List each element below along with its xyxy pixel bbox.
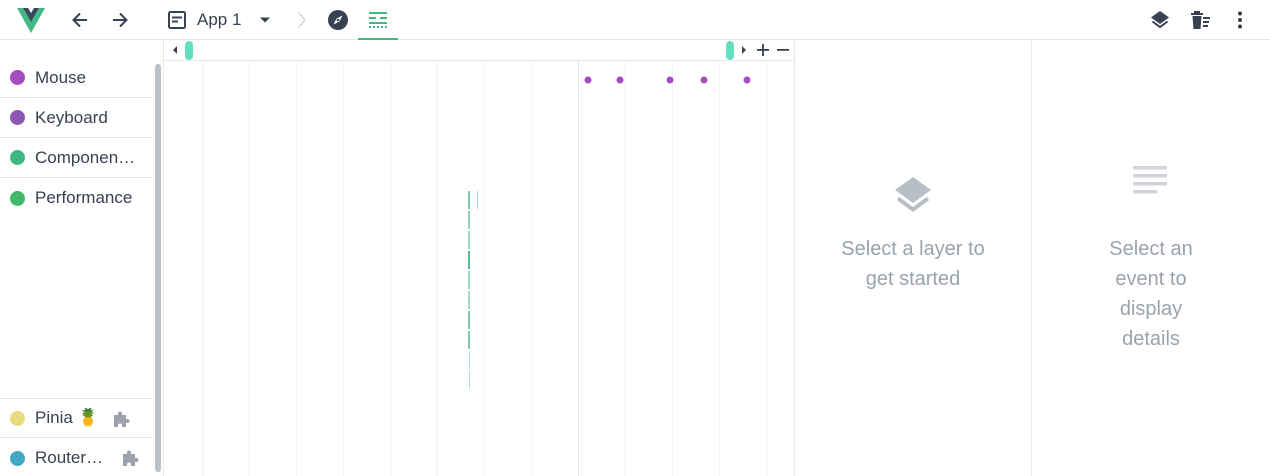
layers-scrollbar[interactable] — [155, 64, 161, 472]
layer-label: Keyboard — [35, 107, 108, 127]
performance-measure-bar[interactable] — [468, 291, 470, 309]
app-selector-label: App 1 — [197, 10, 242, 29]
layer-empty-message: Select a layer to get started — [841, 238, 985, 290]
compass-icon — [328, 10, 348, 30]
layers-icon — [895, 177, 931, 212]
mouse-event-marker[interactable] — [584, 76, 592, 84]
timeline-view — [164, 40, 795, 476]
performance-measure-bar[interactable] — [469, 351, 470, 369]
app-window-icon — [168, 11, 186, 29]
performance-measure-bar[interactable] — [468, 331, 470, 349]
layer-label: Component events — [35, 147, 139, 167]
layer-color-dot — [10, 190, 25, 206]
layer-item-pinia[interactable]: Pinia 🍍 — [0, 398, 152, 438]
zoom-in-button[interactable] — [754, 41, 772, 59]
vue-logo-icon[interactable] — [15, 5, 47, 35]
clear-all-icon — [1191, 11, 1210, 29]
forward-button[interactable] — [104, 4, 136, 36]
app-selector[interactable]: App 1 — [162, 4, 276, 36]
performance-measure-bar[interactable] — [469, 371, 470, 389]
layers-button[interactable] — [1146, 6, 1174, 34]
scroll-left-icon[interactable] — [170, 44, 180, 56]
layers-icon — [1151, 11, 1169, 29]
layer-label: Performance — [35, 188, 133, 207]
arrow-left-icon — [72, 12, 87, 28]
layer-color-dot — [10, 150, 25, 165]
clear-all-button[interactable] — [1186, 6, 1214, 34]
caret-down-icon — [260, 17, 271, 23]
performance-measure-bar[interactable] — [468, 211, 470, 229]
event-details-panel: Select an event to display details — [1032, 40, 1270, 476]
mouse-event-marker[interactable] — [616, 76, 624, 84]
layer-color-dot — [10, 450, 25, 466]
timeline-scrubber — [164, 40, 795, 61]
layer-label: Pinia 🍍 — [35, 408, 99, 427]
arrow-right-icon — [113, 12, 128, 28]
tab-timeline[interactable] — [358, 0, 398, 40]
plus-icon — [757, 44, 769, 56]
more-button[interactable] — [1226, 6, 1254, 34]
layer-item-router[interactable]: Router Navigations — [0, 438, 152, 476]
puzzle-icon[interactable] — [110, 408, 132, 430]
mouse-event-marker[interactable] — [666, 76, 674, 84]
layer-color-dot — [10, 110, 25, 125]
text-lines-icon — [1133, 166, 1167, 194]
range-end-handle[interactable] — [726, 41, 734, 60]
performance-measure-bar[interactable] — [477, 191, 478, 209]
layer-label: Mouse — [35, 67, 87, 87]
layer-item-performance[interactable]: Performance — [0, 178, 152, 218]
timeline-graph[interactable] — [164, 61, 795, 476]
back-button[interactable] — [64, 4, 96, 36]
minus-icon — [777, 49, 789, 51]
event-empty-message: Select an event to display details — [1109, 238, 1193, 350]
zoom-out-button[interactable] — [774, 41, 792, 59]
performance-measure-bar[interactable] — [468, 191, 470, 209]
layer-item-component-events[interactable]: Component events — [0, 138, 152, 178]
layers-sidebar: Mouse Keyboard Component events Performa… — [0, 40, 164, 476]
more-vertical-icon — [1238, 11, 1242, 29]
chevron-right-icon — [292, 4, 312, 36]
performance-measure-bar[interactable] — [468, 251, 470, 269]
top-toolbar: App 1 — [0, 0, 1270, 40]
layer-color-dot — [10, 70, 25, 85]
tab-inspector[interactable] — [322, 4, 354, 36]
layer-item-mouse[interactable]: Mouse — [0, 58, 152, 98]
mouse-event-marker[interactable] — [743, 76, 751, 84]
layer-color-dot — [10, 410, 25, 426]
mouse-event-marker[interactable] — [700, 76, 708, 84]
performance-measure-bar[interactable] — [468, 271, 470, 289]
performance-measure-bar[interactable] — [468, 311, 470, 329]
range-start-handle[interactable] — [185, 41, 193, 60]
layer-details-panel: Select a layer to get started — [795, 40, 1032, 476]
performance-measure-bar[interactable] — [468, 231, 470, 249]
layer-item-keyboard[interactable]: Keyboard — [0, 98, 152, 138]
puzzle-icon[interactable] — [119, 447, 141, 469]
scroll-right-icon[interactable] — [739, 44, 749, 56]
layer-label: Router Navigations — [35, 448, 105, 467]
timeline-icon — [369, 12, 387, 28]
